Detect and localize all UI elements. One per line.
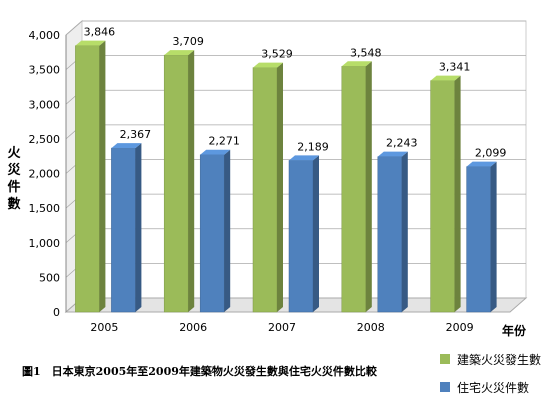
bar-building-fires [430,80,455,313]
bar-residential-fires [111,147,136,313]
bar-residential-fires [377,156,403,313]
data-label-building-fires: 3,846 [84,26,116,39]
x-tick-label: 2006 [179,321,207,334]
y-tick-label: 3,000 [29,98,61,111]
bar-side-building-fires [365,61,372,313]
data-label-residential-fires: 2,367 [120,128,152,141]
legend-swatch-building-fires [440,354,450,364]
data-label-residential-fires: 2,271 [208,135,240,148]
y-tick-label: 2,500 [29,133,61,146]
bar-side-residential-fires [135,143,142,312]
bar-side-building-fires [99,40,106,313]
bar-residential-fires [288,160,314,313]
y-tick-label: 3,500 [29,64,61,77]
bar-top-building-fires [75,40,106,46]
data-label-building-fires: 3,529 [261,48,293,61]
legend-item-building-fires: 建築火災發生數 [440,345,541,373]
data-label-building-fires: 3,341 [439,61,471,74]
bar-building-fires [163,54,189,313]
bar-side-residential-fires [490,161,497,312]
bar-top-residential-fires [289,155,319,161]
y-tick-label: 4,000 [29,29,61,42]
legend: 建築火災發生數 住宅火災件數 [440,345,541,401]
figure-caption: 圖1 日本東京2005年至2009年建築物火災發生數與住宅火災件數比較 [22,365,377,378]
bar-side-residential-fires [401,151,408,312]
bar-building-fires [252,67,278,313]
bar-top-building-fires [253,62,283,68]
x-tick-label: 2009 [446,321,474,334]
bar-residential-fires [199,154,225,313]
bar-side-building-fires [188,50,195,313]
x-tick-label: 2007 [268,321,296,334]
data-label-building-fires: 3,548 [350,46,382,59]
data-label-residential-fires: 2,099 [475,147,507,160]
data-label-residential-fires: 2,189 [297,140,329,153]
bar-building-fires [75,45,100,313]
bar-top-building-fires [341,61,372,67]
y-tick-label: 2,000 [29,168,61,181]
bar-top-residential-fires [466,161,497,167]
y-tick-label: 0 [53,306,60,319]
y-tick-label: 1,500 [29,202,61,215]
bar-top-building-fires [164,50,195,56]
data-label-residential-fires: 2,243 [386,137,418,150]
legend-item-residential-fires: 住宅火災件數 [440,373,541,401]
bar-top-residential-fires [200,149,231,155]
legend-label-residential-fires: 住宅火災件數 [457,380,530,395]
bar-building-fires [341,66,367,313]
bar-residential-fires [466,166,491,313]
legend-swatch-residential-fires [440,382,450,392]
x-tick-label: 2005 [90,321,118,334]
y-tick-label: 500 [39,271,60,284]
x-tick-label: 2008 [357,321,385,334]
bar-top-residential-fires [377,151,408,157]
legend-label-building-fires: 建築火災發生數 [457,352,542,367]
bar-side-building-fires [277,62,283,313]
bar-side-residential-fires [313,155,319,312]
y-axis-label: 火災件數 [7,146,21,212]
x-axis-label: 年份 [502,324,527,338]
bar-side-building-fires [454,75,461,313]
y-tick-label: 1,000 [29,237,61,250]
bar-side-residential-fires [224,149,231,312]
gridline [65,20,526,36]
data-label-building-fires: 3,709 [172,35,204,48]
bar-top-building-fires [430,75,461,81]
bar-top-residential-fires [111,143,142,149]
